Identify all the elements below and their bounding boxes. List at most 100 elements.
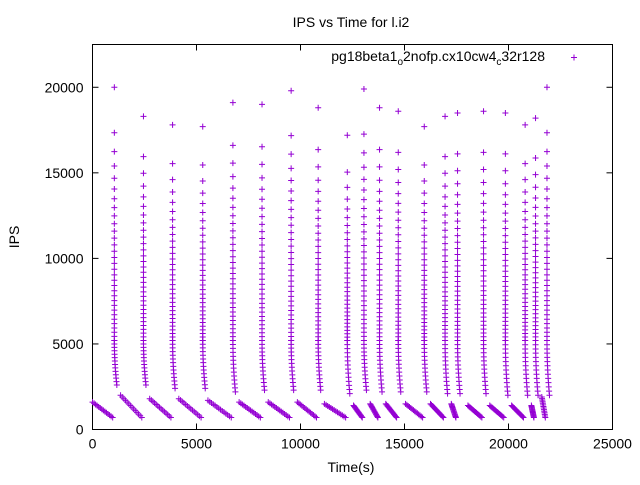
data-point <box>452 414 459 421</box>
data-point <box>442 234 449 241</box>
data-point <box>199 238 206 245</box>
y-axis-label: IPS <box>6 226 22 249</box>
data-point <box>140 234 147 241</box>
data-point <box>480 190 487 197</box>
data-point <box>111 266 118 273</box>
data-point <box>315 266 322 273</box>
data-point <box>522 176 529 183</box>
data-point <box>344 248 351 255</box>
data-point <box>199 225 206 232</box>
data-point <box>346 390 353 397</box>
data-point <box>111 282 118 289</box>
data-point <box>259 248 266 255</box>
data-point <box>229 142 236 149</box>
data-point <box>440 414 447 421</box>
data-point <box>454 218 461 225</box>
data-point <box>454 167 461 174</box>
data-point <box>532 194 539 201</box>
data-point <box>502 218 509 225</box>
data-point <box>169 244 176 251</box>
data-point <box>199 267 206 274</box>
data-point <box>376 243 383 250</box>
data-point <box>376 146 383 153</box>
data-point <box>532 171 539 178</box>
data-point <box>169 176 176 183</box>
data-point <box>535 392 542 399</box>
data-point <box>259 235 266 242</box>
legend-label-part-3: 32r128 <box>501 48 545 64</box>
data-point <box>376 261 383 268</box>
data-point <box>421 238 428 245</box>
data-point <box>259 254 266 261</box>
x-axis-label: Time(s) <box>328 459 375 475</box>
data-point <box>543 277 550 284</box>
data-point <box>140 219 147 226</box>
data-point <box>259 186 266 193</box>
data-point <box>199 256 206 263</box>
data-point <box>360 277 367 284</box>
data-point <box>111 241 118 248</box>
data-point <box>315 271 322 278</box>
data-point <box>288 206 295 213</box>
data-point <box>442 183 449 190</box>
data-point <box>454 210 461 217</box>
data-point <box>543 271 550 278</box>
data-point <box>421 200 428 207</box>
y-tick-label: 15000 <box>45 165 84 181</box>
data-point <box>111 163 118 170</box>
data-point <box>202 385 209 392</box>
data-point <box>259 196 266 203</box>
data-point <box>418 413 425 420</box>
data-point <box>229 275 236 282</box>
data-point <box>111 204 118 211</box>
data-point <box>442 269 449 276</box>
data-point <box>543 266 550 273</box>
data-point <box>454 239 461 246</box>
data-point <box>140 183 147 190</box>
data-point <box>480 272 487 279</box>
data-point <box>395 272 402 279</box>
data-point <box>543 185 550 192</box>
data-point <box>344 222 351 229</box>
data-point <box>111 212 118 219</box>
data-point <box>261 387 268 394</box>
legend-label-subscript-1: o <box>397 57 403 68</box>
data-point <box>442 113 449 120</box>
data-point <box>376 249 383 256</box>
data-point <box>532 155 539 162</box>
data-point <box>344 205 351 212</box>
data-point <box>480 250 487 257</box>
x-tick-label: 5000 <box>181 436 212 452</box>
plot-area-frame <box>92 44 613 430</box>
data-point <box>543 195 550 202</box>
data-point <box>312 413 319 420</box>
data-point <box>483 390 490 397</box>
data-point <box>259 276 266 283</box>
y-tick-label: 20000 <box>45 79 84 95</box>
data-point <box>360 266 367 273</box>
data-point <box>315 230 322 237</box>
data-point <box>522 208 529 215</box>
data-point <box>138 414 145 421</box>
legend-marker-symbol <box>571 54 577 61</box>
data-point <box>395 224 402 231</box>
data-point <box>522 231 529 238</box>
data-point <box>199 262 206 269</box>
data-point <box>532 220 539 227</box>
data-point <box>502 167 509 174</box>
data-point <box>199 232 206 239</box>
data-point <box>480 200 487 207</box>
data-point <box>532 228 539 235</box>
data-point <box>359 414 366 421</box>
data-point <box>109 414 116 421</box>
data-point <box>442 252 449 259</box>
chart-title: IPS vs Time for l.i2 <box>293 14 410 30</box>
data-point <box>376 236 383 243</box>
data-point <box>502 245 509 252</box>
data-point <box>140 269 147 276</box>
data-point <box>169 216 176 223</box>
data-point <box>229 253 236 260</box>
data-point <box>288 261 295 268</box>
data-point <box>259 221 266 228</box>
data-point <box>259 265 266 272</box>
